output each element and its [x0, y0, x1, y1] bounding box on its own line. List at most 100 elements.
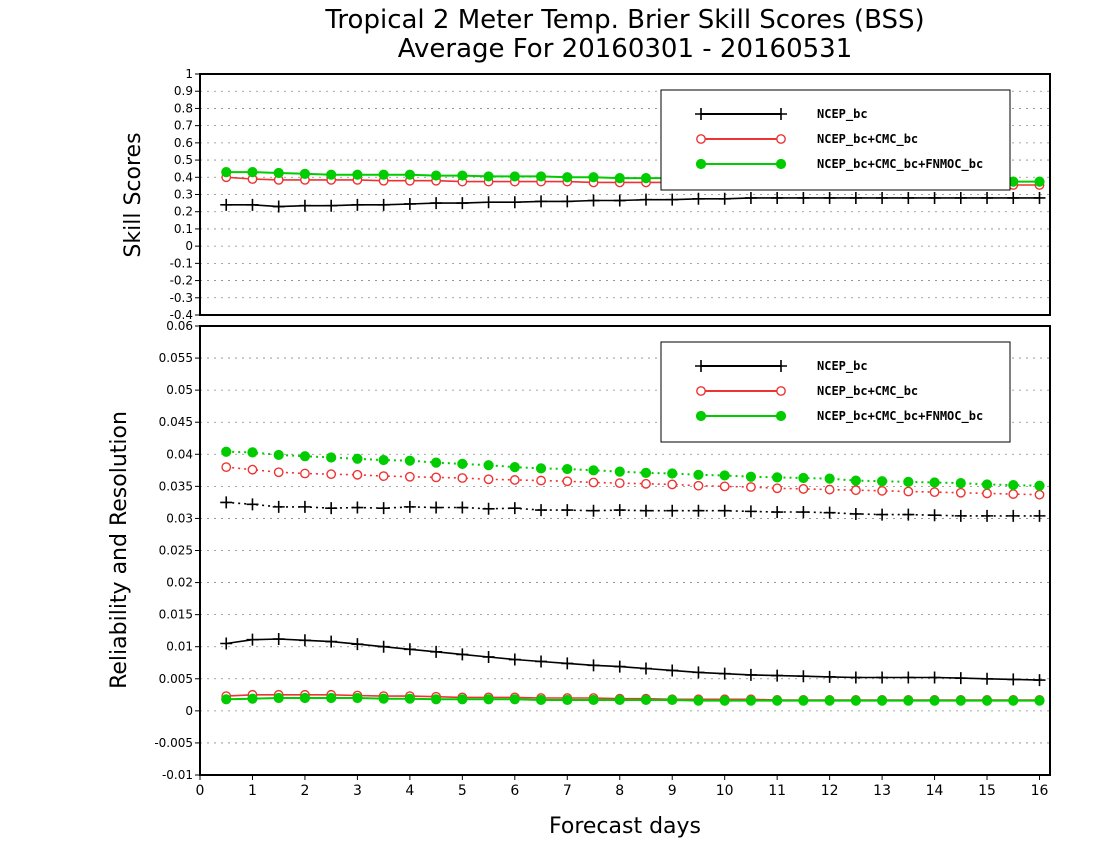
bottom-data-point-ncep-bc — [220, 637, 233, 650]
bottom-data-point-ncep-bc — [246, 498, 259, 511]
x-tick-label: 9 — [668, 783, 677, 799]
x-tick-label: 1 — [248, 783, 257, 799]
top-y-tick-label: 0.8 — [174, 101, 193, 115]
bottom-y-tick-label: 0.055 — [159, 351, 193, 365]
top-data-point-ncep-bc-cmc-bc-fnmoc-bc — [614, 173, 625, 184]
bottom-data-point-ncep-bc-cmc-bc — [772, 483, 783, 494]
top-y-tick-label: 0.3 — [174, 188, 193, 202]
top-legend: NCEP_bc NCEP_bc+CMC_bc NCEP_bc+CMC_bc+FNMO… — [660, 89, 1011, 191]
bottom-data-point-ncep-bc-cmc-bc-fnmoc-bc — [221, 694, 232, 705]
bottom-data-point-ncep-bc-cmc-bc — [431, 472, 442, 483]
bottom-data-point-ncep-bc-cmc-bc — [955, 487, 966, 498]
bottom-data-point-ncep-bc — [482, 502, 495, 515]
bottom-data-point-ncep-bc — [876, 671, 889, 684]
bottom-data-point-ncep-bc — [902, 671, 915, 684]
bottom-data-point-ncep-bc-cmc-bc-fnmoc-bc — [562, 463, 573, 475]
bottom-data-point-ncep-bc-cmc-bc-fnmoc-bc — [981, 479, 993, 490]
chart-title-line2: Average For 20160301 - 20160531 — [398, 34, 853, 64]
bottom-data-point-ncep-bc-cmc-bc-fnmoc-bc — [378, 454, 389, 466]
top-y-tick-label: 0.5 — [174, 153, 193, 167]
bottom-y-tick-label: 0.025 — [159, 544, 193, 558]
top-data-point-ncep-bc — [1033, 191, 1046, 204]
bottom-y-tick-label: -0.005 — [154, 736, 193, 750]
bottom-data-point-ncep-bc-cmc-bc-fnmoc-bc — [876, 695, 888, 706]
bottom-legend-marker — [775, 360, 787, 372]
top-y-tick-label: 0.4 — [174, 170, 193, 184]
bottom-data-point-ncep-bc-cmc-bc — [352, 469, 363, 480]
bottom-series-line-ncep-bc-cmc-bc-resolution — [226, 466, 1040, 496]
top-data-point-ncep-bc — [561, 195, 574, 208]
top-data-point-ncep-bc — [666, 193, 679, 206]
bottom-data-point-ncep-bc-cmc-bc-fnmoc-bc — [352, 453, 363, 464]
bottom-data-point-ncep-bc — [508, 502, 521, 515]
bottom-data-point-ncep-bc-cmc-bc-fnmoc-bc — [431, 457, 442, 468]
bottom-data-point-ncep-bc-cmc-bc-fnmoc-bc — [483, 694, 494, 705]
bottom-plot-frame — [199, 325, 1051, 776]
bottom-data-point-ncep-bc — [403, 643, 416, 656]
bottom-data-point-ncep-bc — [692, 504, 705, 517]
bottom-data-point-ncep-bc — [954, 672, 967, 685]
top-y-tick-label: 0.6 — [174, 136, 193, 150]
bottom-data-point-ncep-bc-cmc-bc-fnmoc-bc — [326, 692, 337, 704]
bottom-series-line-ncep-bc-reliability — [226, 638, 1040, 681]
bottom-data-point-ncep-bc-cmc-bc-fnmoc-bc — [798, 695, 809, 706]
bottom-data-point-ncep-bc — [981, 509, 994, 522]
bottom-legend-entry: NCEP_bc+CMC_bc+FNMOC_bc — [817, 409, 983, 424]
bottom-y-tick-label: 0.04 — [166, 447, 193, 461]
bottom-data-point-ncep-bc-cmc-bc — [483, 474, 494, 485]
bottom-data-point-ncep-bc-cmc-bc — [326, 469, 337, 480]
bottom-data-point-ncep-bc — [639, 662, 652, 675]
bottom-data-point-ncep-bc-cmc-bc — [404, 471, 415, 482]
top-series-line-ncep-bc — [226, 197, 1040, 208]
bottom-data-point-ncep-bc-cmc-bc-fnmoc-bc — [772, 472, 783, 483]
bottom-data-point-ncep-bc — [613, 660, 626, 673]
bottom-data-point-ncep-bc-cmc-bc-fnmoc-bc — [693, 469, 704, 480]
bottom-data-point-ncep-bc-cmc-bc — [641, 478, 651, 489]
bottom-data-point-ncep-bc-cmc-bc-fnmoc-bc — [247, 693, 258, 704]
bottom-data-point-ncep-bc-cmc-bc-fnmoc-bc — [352, 692, 363, 704]
bottom-data-point-ncep-bc-cmc-bc-fnmoc-bc — [509, 462, 520, 473]
x-tick-label: 0 — [196, 783, 205, 799]
top-data-point-ncep-bc-cmc-bc-fnmoc-bc — [273, 167, 284, 179]
bottom-data-point-ncep-bc-cmc-bc — [562, 476, 573, 487]
bottom-series-line-ncep-bc-resolution — [226, 501, 1040, 517]
top-data-point-ncep-bc — [797, 191, 810, 204]
top-data-point-ncep-bc-cmc-bc-fnmoc-bc — [640, 173, 652, 184]
reliability-resolution-panel: 0.060.0550.050.0450.040.0350.030.0250.02… — [154, 319, 1051, 799]
bottom-data-point-ncep-bc-cmc-bc-fnmoc-bc — [614, 466, 625, 477]
bottom-data-point-ncep-bc-cmc-bc — [247, 464, 258, 475]
bottom-data-point-ncep-bc — [849, 671, 862, 684]
top-data-point-ncep-bc — [902, 191, 915, 204]
bottom-data-point-ncep-bc-cmc-bc — [588, 477, 599, 488]
top-legend-marker — [775, 108, 787, 120]
top-y-tick-label: -0.2 — [170, 274, 193, 288]
bottom-data-point-ncep-bc — [325, 635, 338, 648]
bottom-data-point-ncep-bc-cmc-bc — [693, 480, 704, 491]
bottom-legend-entry: NCEP_bc — [817, 359, 868, 374]
x-tick-label: 5 — [458, 783, 467, 799]
bottom-data-point-ncep-bc-cmc-bc-fnmoc-bc — [850, 475, 861, 486]
top-legend-entry: NCEP_bc+CMC_bc — [817, 132, 918, 147]
top-data-point-ncep-bc — [639, 193, 652, 206]
bottom-data-point-ncep-bc — [718, 667, 731, 680]
bottom-data-point-ncep-bc — [561, 657, 574, 670]
top-data-point-ncep-bc — [876, 191, 889, 204]
bottom-y-tick-label: 0.035 — [159, 479, 193, 493]
top-plot-frame — [199, 73, 1051, 316]
bottom-data-point-ncep-bc — [639, 504, 652, 517]
bottom-data-point-ncep-bc-cmc-bc-fnmoc-bc — [273, 449, 284, 461]
top-data-point-ncep-bc — [272, 200, 285, 213]
bottom-data-point-ncep-bc — [876, 508, 889, 521]
bottom-data-point-ncep-bc-cmc-bc-fnmoc-bc — [457, 458, 468, 470]
top-data-point-ncep-bc — [377, 198, 390, 211]
bottom-y-tick-label: -0.01 — [162, 768, 193, 782]
bottom-data-point-ncep-bc — [902, 508, 915, 521]
bottom-data-point-ncep-bc — [351, 638, 364, 651]
bottom-data-point-ncep-bc — [1007, 673, 1020, 686]
x-tick-label: 6 — [510, 783, 519, 799]
bottom-data-point-ncep-bc-cmc-bc-fnmoc-bc — [535, 463, 547, 474]
bottom-data-point-ncep-bc-cmc-bc-fnmoc-bc — [588, 694, 599, 706]
top-data-point-ncep-bc-cmc-bc-fnmoc-bc — [562, 172, 573, 183]
bottom-data-point-ncep-bc-cmc-bc-fnmoc-bc — [798, 472, 809, 484]
bottom-y-tick-label: 0.02 — [166, 576, 193, 590]
